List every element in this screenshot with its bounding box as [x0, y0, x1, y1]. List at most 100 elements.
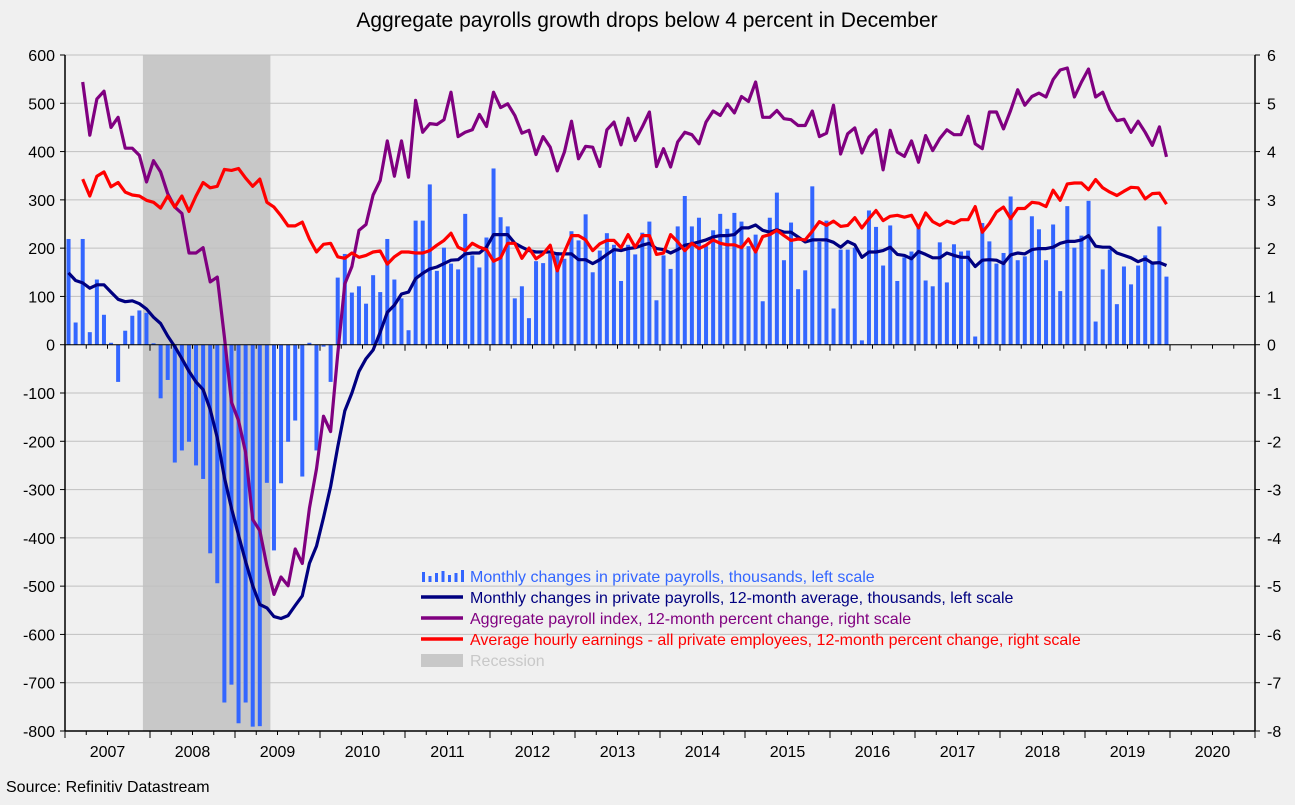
- bar-monthly-change: [470, 255, 475, 345]
- right-tick-label: 4: [1267, 145, 1276, 162]
- left-tick-label: -300: [23, 483, 55, 500]
- bar-monthly-change: [810, 186, 815, 345]
- bar-monthly-change: [434, 270, 439, 345]
- bar-monthly-change: [767, 217, 772, 345]
- bar-monthly-change: [151, 343, 156, 345]
- left-tick-label: -200: [23, 434, 55, 451]
- bar-monthly-change: [994, 263, 999, 345]
- bar-monthly-change: [215, 344, 220, 584]
- left-tick-label: 100: [28, 289, 55, 306]
- bar-monthly-change: [604, 233, 609, 345]
- bar-monthly-change: [441, 247, 446, 345]
- bar-monthly-change: [526, 318, 531, 345]
- left-tick-label: 300: [28, 193, 55, 210]
- bar-monthly-change: [505, 226, 510, 345]
- bar-monthly-change: [626, 244, 631, 345]
- bar-monthly-change: [1065, 206, 1070, 345]
- bar-monthly-change: [803, 270, 808, 345]
- bar-monthly-change: [73, 322, 78, 345]
- bar-monthly-change: [243, 344, 248, 703]
- bar-monthly-change: [371, 275, 376, 345]
- bar-monthly-change: [328, 344, 333, 382]
- x-tick-label: 2008: [175, 744, 211, 761]
- bar-monthly-change: [611, 244, 616, 345]
- bar-monthly-change: [1107, 249, 1112, 345]
- bar-monthly-change: [399, 298, 404, 345]
- bar-monthly-change: [512, 298, 517, 345]
- bar-monthly-change: [633, 254, 638, 345]
- bar-monthly-change: [137, 310, 142, 345]
- bar-monthly-change: [987, 241, 992, 345]
- x-tick-label: 2015: [770, 744, 806, 761]
- bar-monthly-change: [1150, 263, 1155, 345]
- left-tick-label: 200: [28, 241, 55, 258]
- legend: Monthly changes in private payrolls, tho…: [421, 569, 1081, 670]
- bar-monthly-change: [406, 330, 411, 345]
- bar-monthly-change: [123, 330, 128, 345]
- legend-item-12-month-average: Monthly changes in private payrolls, 12-…: [421, 590, 1014, 607]
- bar-monthly-change: [335, 277, 340, 345]
- bar-monthly-change: [307, 342, 312, 345]
- bar-monthly-change: [916, 226, 921, 345]
- right-tick-label: -2: [1267, 434, 1281, 451]
- bar-monthly-change: [647, 221, 652, 345]
- bar-monthly-change: [172, 344, 177, 463]
- right-tick-label: 0: [1267, 338, 1276, 355]
- left-tick-label: -400: [23, 531, 55, 548]
- bar-monthly-change: [654, 300, 659, 345]
- line-average-hourly-earnings: [81, 166, 1168, 273]
- bar-monthly-change: [463, 213, 468, 345]
- bar-monthly-change: [186, 344, 191, 442]
- x-tick-label: 2007: [90, 744, 126, 761]
- x-tick-label: 2017: [940, 744, 976, 761]
- bar-monthly-change: [286, 344, 291, 442]
- bar-monthly-change: [1121, 266, 1126, 345]
- bar-monthly-change: [548, 253, 553, 345]
- bar-monthly-change: [597, 250, 602, 345]
- bar-monthly-change: [838, 249, 843, 345]
- line-series: [67, 66, 1169, 621]
- bar-monthly-change: [1015, 260, 1020, 345]
- bar-monthly-change: [1086, 200, 1091, 345]
- left-tick-label: -500: [23, 579, 55, 596]
- bar-monthly-change: [951, 244, 956, 345]
- bar-monthly-change: [87, 332, 92, 345]
- bar-monthly-change: [94, 279, 99, 345]
- right-tick-label: 6: [1267, 48, 1276, 65]
- left-tick-label: -800: [23, 724, 55, 741]
- bar-monthly-change: [852, 247, 857, 345]
- bar-monthly-change: [718, 213, 723, 345]
- bar-monthly-change: [300, 344, 305, 477]
- bar-monthly-change: [279, 344, 284, 484]
- bar-monthly-change: [250, 344, 255, 727]
- right-tick-label: 2: [1267, 241, 1276, 258]
- bar-monthly-change: [1022, 256, 1027, 345]
- bar-monthly-change: [201, 344, 206, 479]
- bar-monthly-change: [831, 308, 836, 345]
- legend-bar-swatch: [461, 570, 464, 582]
- bar-monthly-change: [477, 267, 482, 345]
- bar-monthly-change: [689, 226, 694, 345]
- bar-monthly-change: [930, 286, 935, 345]
- right-tick-label: 3: [1267, 193, 1276, 210]
- right-tick-label: -8: [1267, 724, 1281, 741]
- right-tick-label: -6: [1267, 627, 1281, 644]
- bar-monthly-change: [944, 282, 949, 345]
- bar-monthly-change: [116, 344, 121, 382]
- bar-monthly-change: [229, 344, 234, 685]
- right-tick-label: -7: [1267, 676, 1281, 693]
- right-tick-label: -5: [1267, 579, 1281, 596]
- bar-monthly-change: [392, 279, 397, 345]
- left-tick-label: -700: [23, 676, 55, 693]
- line-aggregate-payroll-index: [81, 66, 1169, 596]
- bar-monthly-change: [144, 312, 149, 345]
- bar-monthly-change: [208, 344, 213, 554]
- bar-monthly-change: [781, 260, 786, 345]
- legend-label: Average hourly earnings - all private em…: [470, 632, 1081, 649]
- bar-monthly-change: [158, 344, 163, 399]
- bar-monthly-change: [349, 292, 354, 345]
- bar-monthly-change: [909, 251, 914, 345]
- left-tick-label: 600: [28, 48, 55, 65]
- bar-monthly-change: [760, 301, 765, 345]
- bar-monthly-change: [293, 344, 298, 421]
